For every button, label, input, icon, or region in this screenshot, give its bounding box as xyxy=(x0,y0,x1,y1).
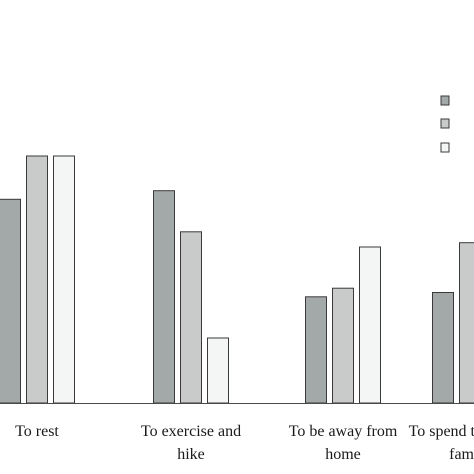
bar-cat4-series1 xyxy=(432,292,454,404)
bar-cat3-series1 xyxy=(305,296,327,404)
legend-swatch-series3 xyxy=(440,142,450,153)
x-tick-label-4-line-2: family xyxy=(449,446,474,463)
bar-cat2-series3 xyxy=(207,337,229,404)
x-tick-label-4-line-1: To spend time with xyxy=(409,423,474,440)
legend-swatch-series2 xyxy=(440,118,450,129)
x-tick-label-2-line-1: To exercise and xyxy=(141,423,241,440)
bar-cat1-series3 xyxy=(53,155,75,404)
bar-cat2-series2 xyxy=(180,231,202,404)
x-tick-label-3: To be away from home xyxy=(289,423,398,463)
x-tick-label-1: To rest xyxy=(15,423,59,440)
bar-cat3-series2 xyxy=(332,287,354,404)
x-tick-label-4: To spend time with family xyxy=(409,423,474,463)
x-tick-labels: To rest To exercise and hike To be away fro… xyxy=(15,423,474,463)
bar-cat4-series2 xyxy=(459,242,474,404)
bar-cat1-series1 xyxy=(0,198,21,404)
x-tick-label-2-line-2: hike xyxy=(177,446,205,463)
bar-cat1-series2 xyxy=(26,155,48,404)
bars-group xyxy=(0,155,474,404)
x-tick-label-3-line-2: home xyxy=(325,446,361,463)
x-tick-label-1-line-1: To rest xyxy=(15,423,59,440)
x-tick-label-3-line-1: To be away from xyxy=(289,423,398,440)
legend-swatch-series1 xyxy=(440,95,450,106)
legend xyxy=(440,95,450,153)
bar-cat3-series3 xyxy=(359,246,381,404)
bar-cat2-series1 xyxy=(153,190,175,404)
x-tick-label-2: To exercise and hike xyxy=(141,423,241,463)
